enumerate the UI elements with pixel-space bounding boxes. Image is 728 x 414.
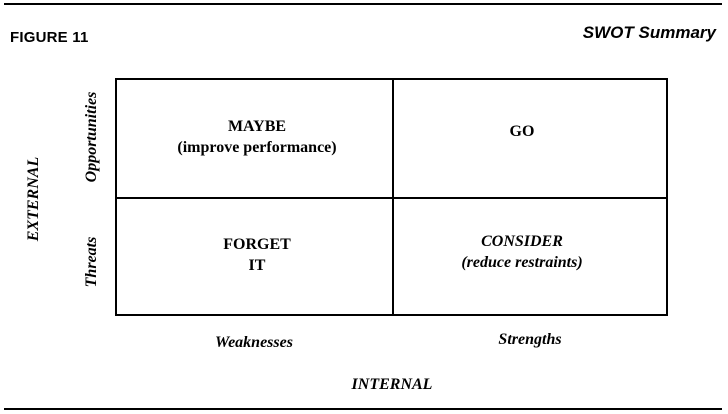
quadrant-consider: CONSIDER (reduce restraints) (402, 231, 642, 273)
quadrant-maybe: MAYBE (improve performance) (137, 116, 377, 158)
internal-axis-title: INTERNAL (351, 376, 433, 393)
external-axis-title: EXTERNAL (25, 156, 42, 242)
top-rule (4, 3, 722, 5)
quadrant-go-title: GO (509, 123, 535, 140)
weaknesses-label: Weaknesses (215, 334, 293, 351)
quadrant-forget-title: FORGET (223, 236, 291, 253)
threats-label: Threats (83, 236, 100, 288)
opportunities-label: Opportunities (83, 91, 100, 183)
quadrant-maybe-subtitle: (improve performance) (177, 139, 337, 156)
quadrant-maybe-title: MAYBE (227, 118, 287, 135)
figure-title: SWOT Summary (582, 23, 716, 42)
quadrant-forget-subtitle: IT (248, 257, 266, 274)
swot-matrix: MAYBE (improve performance) GO FORGET IT… (115, 78, 668, 316)
strengths-label: Strengths (498, 331, 562, 348)
quadrant-go: GO (402, 121, 642, 142)
quadrant-forget: FORGET IT (137, 234, 377, 276)
bottom-rule (4, 408, 722, 410)
figure-label: FIGURE 11 (10, 29, 89, 46)
quadrant-consider-title: CONSIDER (481, 233, 563, 250)
matrix-horizontal-divider (117, 197, 666, 199)
quadrant-consider-subtitle: (reduce restraints) (461, 254, 583, 271)
